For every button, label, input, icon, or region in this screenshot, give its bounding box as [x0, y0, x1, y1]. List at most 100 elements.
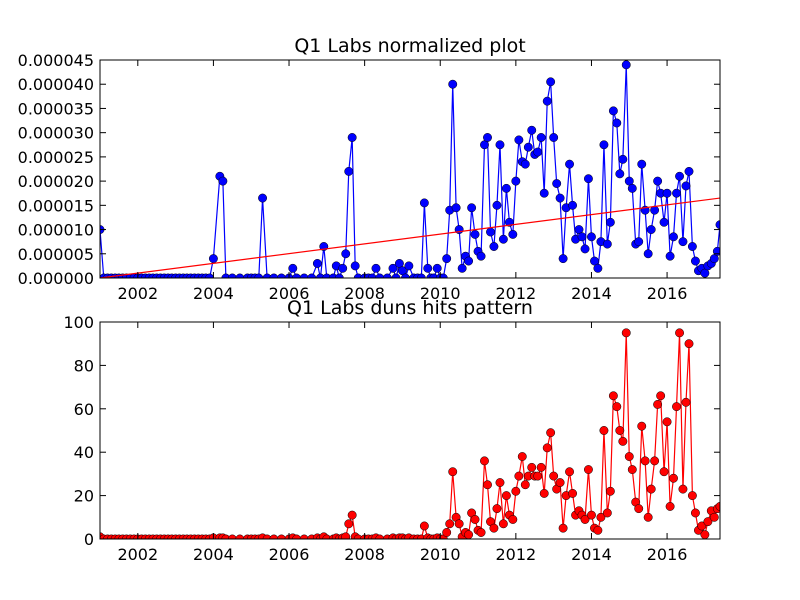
data-point — [457, 263, 467, 273]
data-point — [583, 465, 593, 475]
data-point — [523, 142, 533, 152]
data-point — [514, 135, 524, 145]
data-point — [536, 133, 546, 142]
chart-title: Q1 Labs duns hits pattern — [287, 297, 533, 319]
data-point — [637, 159, 647, 169]
chart-title: Q1 Labs normalized plot — [294, 35, 525, 57]
data-point — [709, 512, 719, 522]
x-tick-label: 2002 — [117, 284, 158, 303]
data-point — [681, 181, 691, 191]
data-point — [467, 203, 477, 213]
data-point — [684, 339, 694, 349]
data-point — [621, 328, 631, 338]
data-point — [615, 169, 625, 179]
data-point — [341, 532, 351, 539]
data-point — [489, 242, 499, 251]
data-point — [508, 515, 518, 524]
data-point — [700, 530, 710, 539]
data-point — [681, 397, 691, 407]
x-tick-label: 2006 — [269, 284, 310, 303]
data-point — [624, 452, 634, 461]
y-tick-label: 40 — [74, 443, 94, 462]
y-tick-label: 0.000020 — [18, 172, 94, 191]
y-tick-label: 0.000000 — [18, 269, 94, 288]
y-tick-label: 0.000030 — [18, 124, 94, 143]
data-point — [615, 426, 625, 435]
data-point — [533, 471, 543, 481]
data-point — [344, 166, 354, 176]
data-point — [555, 193, 565, 203]
data-point — [442, 528, 452, 537]
data-point — [565, 467, 574, 477]
data-point — [665, 251, 675, 261]
x-tick-label: 2004 — [193, 284, 234, 303]
data-point — [542, 443, 552, 453]
data-point — [672, 188, 681, 198]
data-point — [605, 217, 615, 227]
plot-marks — [100, 60, 720, 278]
data-point — [492, 200, 502, 210]
x-tick-label: 2012 — [495, 545, 536, 564]
data-point — [612, 402, 622, 412]
x-tick-label: 2016 — [647, 284, 688, 303]
data-point — [583, 174, 593, 184]
data-point — [599, 140, 609, 150]
data-point — [627, 183, 637, 193]
normalized-plot: Q1 Labs normalized plot 2002 2004 2006 2008… — [18, 35, 721, 303]
data-point — [527, 125, 537, 135]
data-point — [675, 171, 684, 181]
data-point — [552, 179, 562, 188]
data-point — [684, 166, 694, 176]
data-point — [593, 263, 603, 273]
data-point — [448, 79, 458, 89]
data-point — [517, 452, 527, 461]
data-point — [640, 456, 650, 466]
data-point — [454, 519, 464, 529]
data-point — [347, 510, 357, 520]
data-point — [643, 512, 653, 522]
data-point — [501, 491, 511, 501]
data-point — [602, 508, 612, 518]
data-point — [602, 239, 612, 249]
data-point — [558, 523, 568, 533]
x-tick-label: 2002 — [117, 545, 158, 564]
data-point — [646, 484, 656, 494]
data-point — [312, 259, 322, 268]
y-tick-label: 100 — [63, 313, 94, 332]
data-point — [672, 402, 681, 412]
data-point — [483, 133, 492, 142]
y-tick-label: 0.000005 — [18, 245, 94, 264]
y-tick-label: 20 — [74, 487, 94, 506]
data-point — [608, 391, 618, 401]
x-tick-label: 2014 — [571, 545, 612, 564]
data-point — [634, 237, 644, 247]
data-point — [621, 60, 631, 70]
data-point — [646, 225, 656, 235]
data-point — [568, 488, 578, 498]
data-point — [498, 234, 508, 244]
data-point — [587, 232, 596, 242]
y-tick-label: 60 — [74, 400, 94, 419]
data-point — [371, 263, 381, 273]
data-point — [675, 328, 684, 338]
data-point — [618, 154, 628, 164]
data-point — [558, 254, 568, 264]
data-point — [451, 203, 461, 213]
data-point — [627, 465, 637, 475]
x-tick-label: 2012 — [495, 284, 536, 303]
y-tick-label: 0 — [84, 530, 94, 549]
x-tick-label: 2010 — [420, 284, 461, 303]
data-point — [662, 417, 672, 427]
data-point — [492, 504, 502, 514]
data-point — [470, 229, 480, 239]
data-point — [687, 242, 697, 251]
data-point — [637, 421, 647, 431]
plot-marks — [100, 328, 720, 539]
data-point — [344, 519, 354, 529]
data-point — [347, 133, 357, 142]
x-tick-label: 2006 — [269, 545, 310, 564]
data-point — [448, 467, 458, 477]
data-point — [656, 391, 666, 401]
data-point — [555, 478, 565, 488]
